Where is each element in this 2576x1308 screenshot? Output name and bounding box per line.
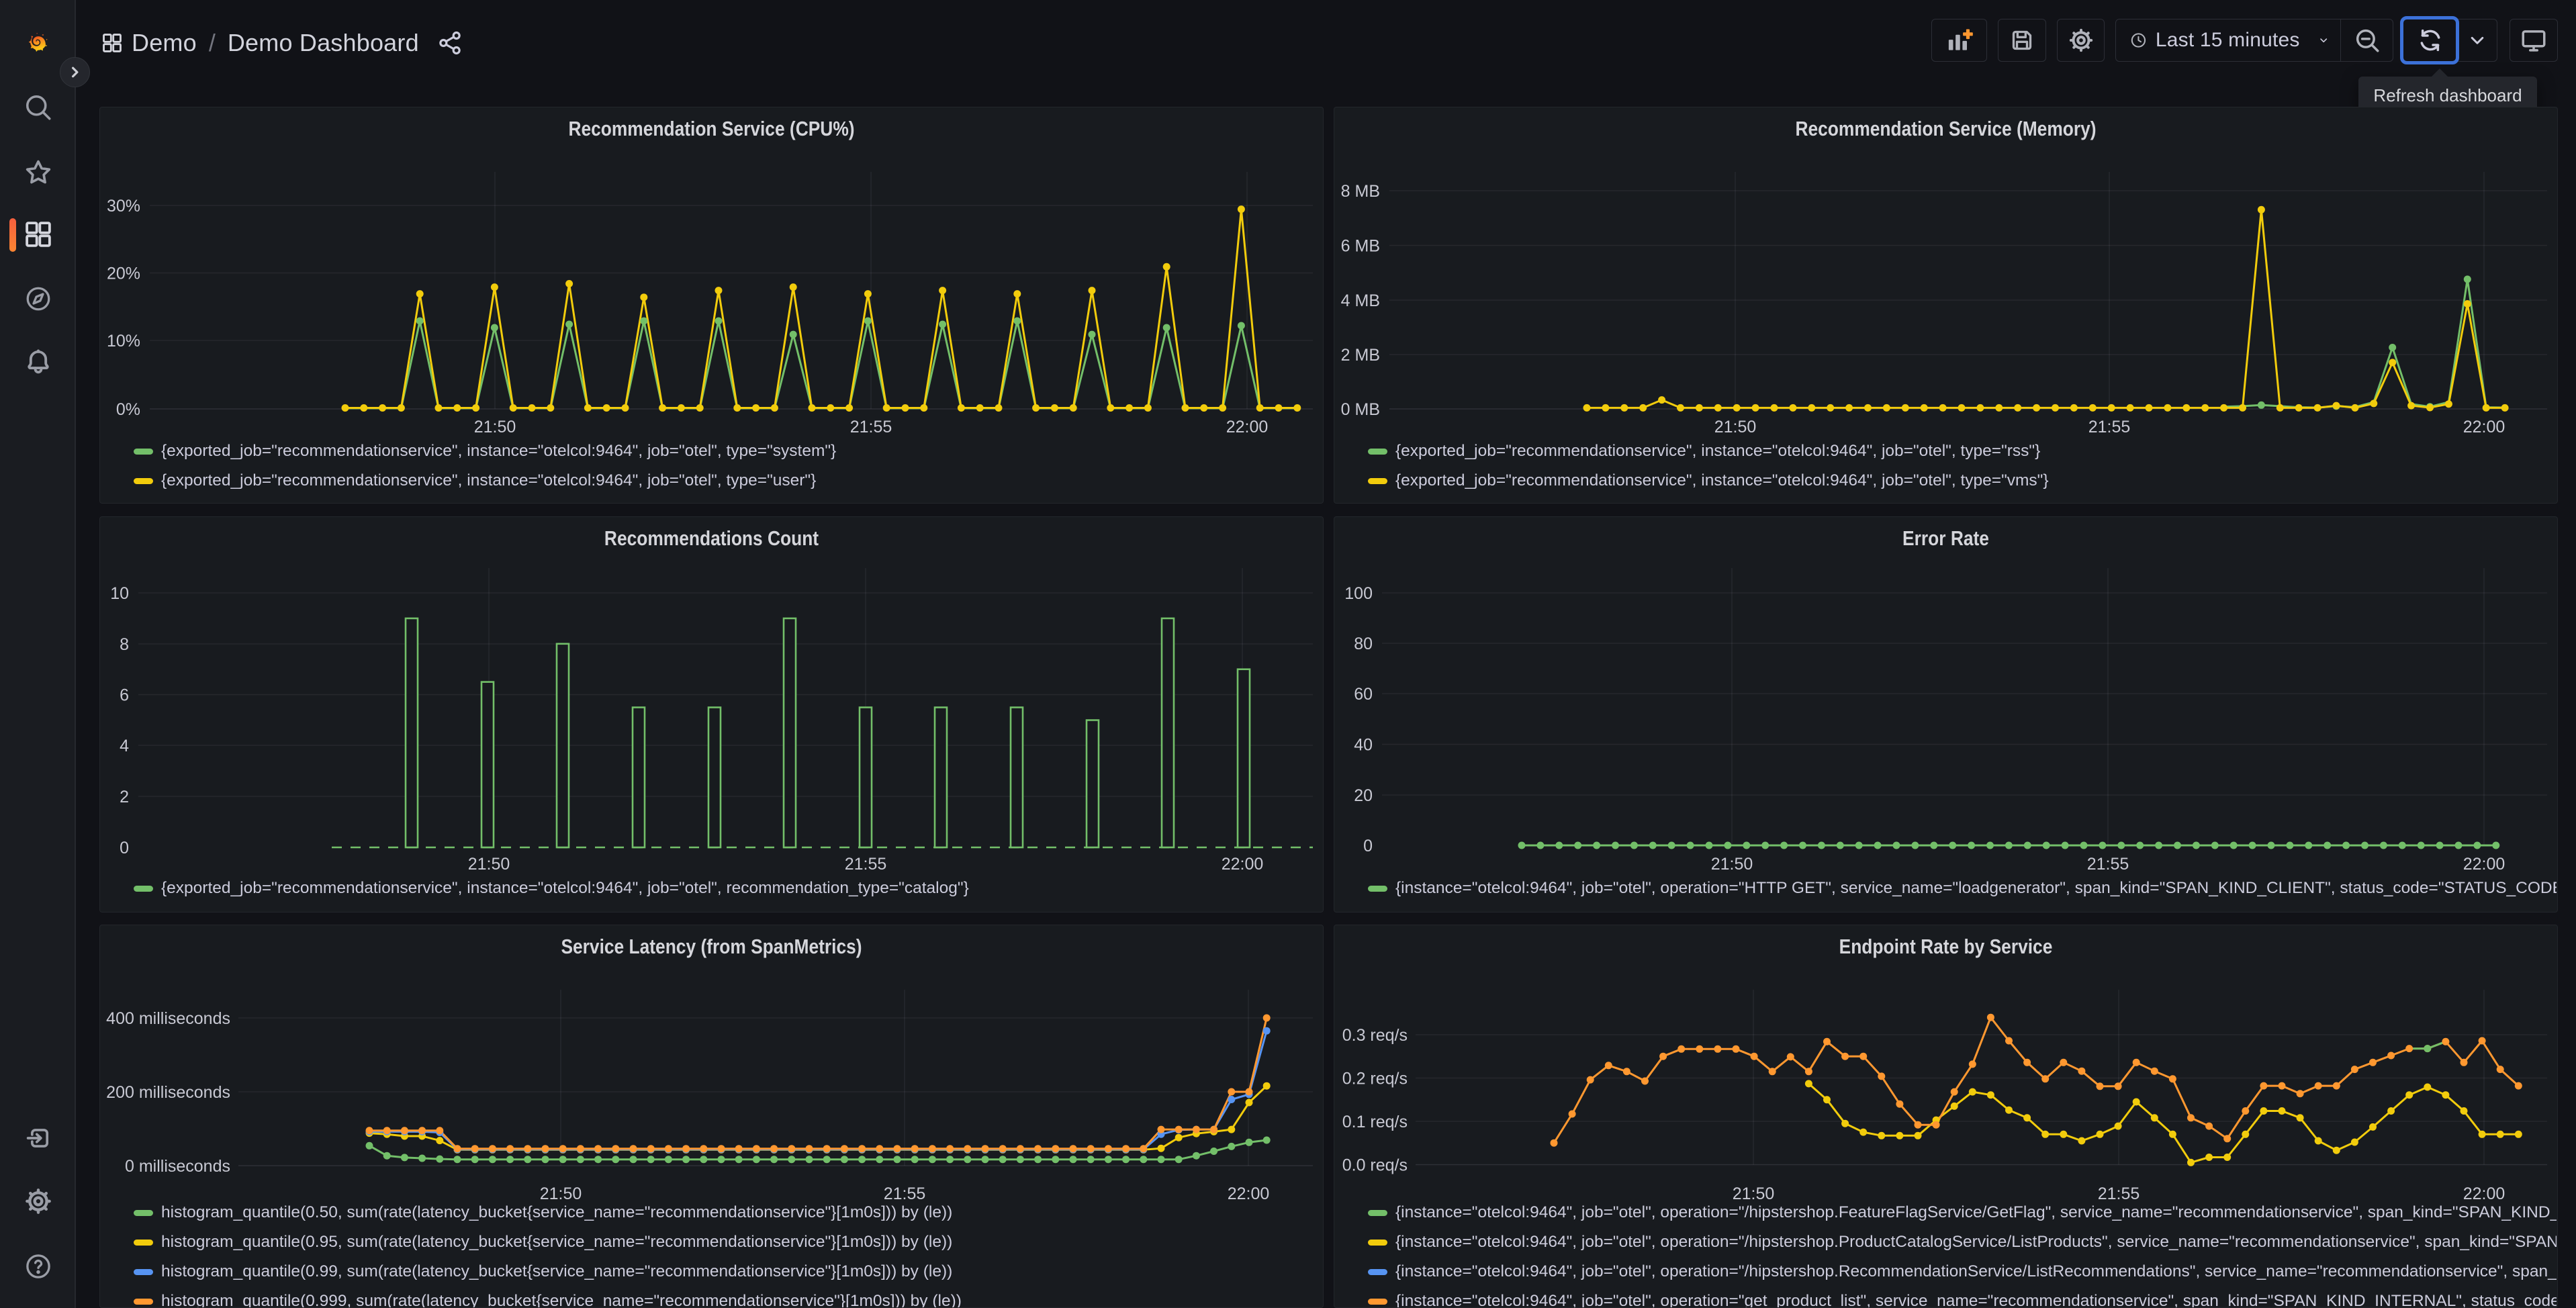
- svg-text:21:55: 21:55: [2098, 1184, 2140, 1203]
- svg-text:2 MB: 2 MB: [1341, 346, 1380, 365]
- svg-text:21:50: 21:50: [1733, 1184, 1775, 1203]
- svg-text:400 milliseconds: 400 milliseconds: [106, 1009, 230, 1028]
- svg-text:30%: 30%: [107, 197, 140, 216]
- svg-text:10: 10: [110, 584, 129, 603]
- svg-text:21:50: 21:50: [1714, 418, 1757, 436]
- svg-text:22:00: 22:00: [2463, 418, 2505, 436]
- svg-text:40: 40: [1354, 736, 1373, 755]
- svg-text:8 MB: 8 MB: [1341, 182, 1380, 201]
- svg-text:0%: 0%: [116, 400, 140, 419]
- svg-text:60: 60: [1354, 685, 1373, 704]
- svg-text:10%: 10%: [107, 332, 140, 351]
- svg-text:0.3 req/s: 0.3 req/s: [1342, 1026, 1408, 1045]
- svg-text:6 MB: 6 MB: [1341, 237, 1380, 256]
- svg-text:6: 6: [120, 686, 129, 705]
- svg-text:0.2 req/s: 0.2 req/s: [1342, 1070, 1408, 1088]
- svg-text:2: 2: [120, 788, 129, 806]
- svg-text:0 milliseconds: 0 milliseconds: [125, 1157, 230, 1176]
- svg-text:100: 100: [1344, 584, 1373, 603]
- svg-text:0 MB: 0 MB: [1341, 400, 1380, 419]
- svg-text:22:00: 22:00: [1222, 855, 1264, 874]
- svg-text:21:55: 21:55: [2088, 418, 2131, 436]
- svg-text:22:00: 22:00: [2463, 855, 2505, 874]
- svg-text:200 milliseconds: 200 milliseconds: [106, 1083, 230, 1102]
- svg-text:21:55: 21:55: [850, 418, 892, 436]
- svg-text:20%: 20%: [107, 265, 140, 283]
- svg-text:21:50: 21:50: [474, 418, 516, 436]
- svg-text:21:50: 21:50: [540, 1184, 582, 1203]
- svg-text:21:55: 21:55: [2087, 855, 2129, 874]
- svg-text:8: 8: [120, 635, 129, 654]
- svg-text:80: 80: [1354, 635, 1373, 653]
- svg-text:20: 20: [1354, 786, 1373, 805]
- svg-text:4 MB: 4 MB: [1341, 291, 1380, 310]
- svg-text:22:00: 22:00: [2463, 1184, 2505, 1203]
- svg-text:0: 0: [1363, 837, 1373, 855]
- svg-text:22:00: 22:00: [1226, 418, 1269, 436]
- svg-text:21:50: 21:50: [468, 855, 510, 874]
- svg-text:4: 4: [120, 737, 129, 755]
- svg-text:21:55: 21:55: [845, 855, 887, 874]
- svg-text:0: 0: [120, 839, 129, 857]
- svg-text:22:00: 22:00: [1228, 1184, 1270, 1203]
- svg-text:0.1 req/s: 0.1 req/s: [1342, 1113, 1408, 1131]
- svg-text:21:50: 21:50: [1711, 855, 1753, 874]
- svg-text:0.0 req/s: 0.0 req/s: [1342, 1156, 1408, 1175]
- svg-text:21:55: 21:55: [884, 1184, 926, 1203]
